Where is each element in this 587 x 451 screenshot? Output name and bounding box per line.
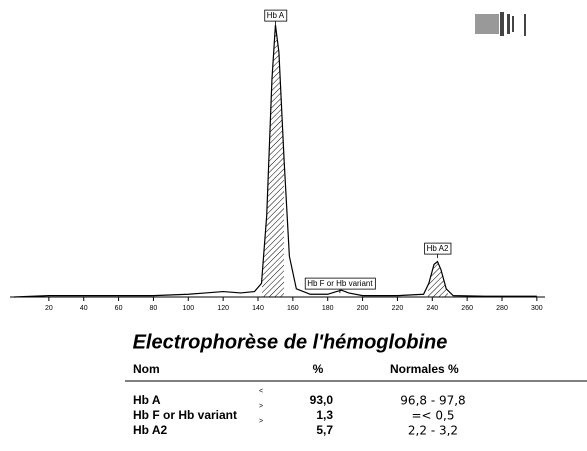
table-header: % [313,362,324,376]
x-tick-label: 180 [322,305,334,312]
x-tick-label: 40 [80,305,88,312]
row-normal: =< 0,5 [411,409,454,423]
x-tick-label: 160 [287,305,299,312]
row-flag: < [259,388,263,395]
x-tick-label: 240 [426,305,438,312]
row-name: Hb F or Hb variant [133,408,237,422]
x-tick-label: 120 [217,305,229,312]
peak-area [262,25,448,297]
row-normal: 96,8 - 97,8 [400,394,465,408]
row-percent: 1,3 [316,408,333,422]
row-percent: 5,7 [316,423,333,437]
x-tick-label: 200 [357,305,369,312]
x-tick-label: 80 [150,305,158,312]
barcode [475,12,526,36]
x-tick-label: 100 [182,305,194,312]
trace [13,24,537,298]
x-tick-label: 280 [496,305,508,312]
x-tick-label: 140 [252,305,264,312]
peak-label: Hb A [267,11,285,20]
row-name: Hb A2 [133,423,168,437]
x-tick-label: 20 [45,305,53,312]
report-title: Electrophorèse de l'hémoglobine [133,331,448,353]
x-tick-label: 300 [531,305,543,312]
row-normal: 2,2 - 3,2 [408,424,458,438]
table-header: Nom [133,362,160,376]
x-tick-label: 60 [115,305,123,312]
peak-label: Hb F or Hb variant [307,279,373,288]
row-name: Hb A [133,393,161,407]
row-flag: > [259,418,263,425]
x-tick-label: 260 [461,305,473,312]
row-percent: 93,0 [310,393,334,407]
peak-label: Hb A2 [427,244,449,253]
table-header: Normales % [390,362,459,376]
row-flag: > [259,403,263,410]
x-tick-label: 220 [392,305,404,312]
